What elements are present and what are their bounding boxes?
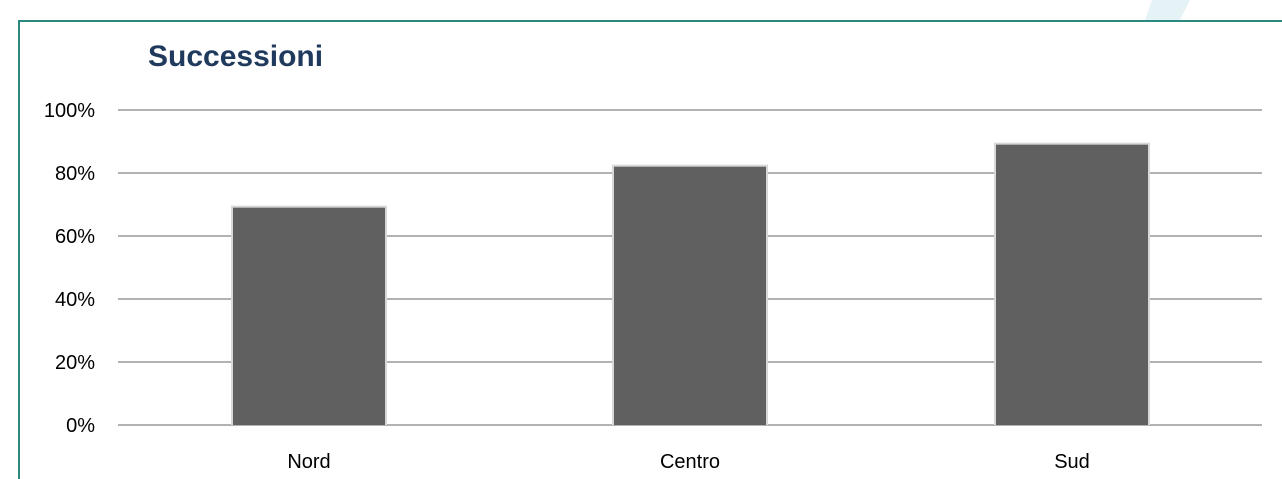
- bars: [231, 142, 1150, 425]
- y-tick-label: 40%: [55, 289, 95, 311]
- y-tick-label: 60%: [55, 226, 95, 248]
- bar-sud: [996, 144, 1148, 425]
- decorative-accent-shape: [1145, 0, 1190, 20]
- y-axis-tick-labels: 0% 20% 40% 60% 80% 100%: [44, 100, 95, 437]
- bar-centro: [614, 166, 766, 425]
- y-tick-label: 0%: [66, 415, 95, 437]
- x-category-label: Sud: [1054, 451, 1090, 473]
- x-category-label: Centro: [660, 451, 720, 473]
- chart-title: Successioni: [148, 40, 323, 73]
- y-tick-label: 80%: [55, 163, 95, 185]
- x-axis-category-labels: Nord Centro Sud: [287, 451, 1089, 473]
- x-category-label: Nord: [287, 451, 330, 473]
- y-tick-label: 20%: [55, 352, 95, 374]
- bar-nord: [233, 207, 385, 425]
- y-tick-label: 100%: [44, 100, 95, 122]
